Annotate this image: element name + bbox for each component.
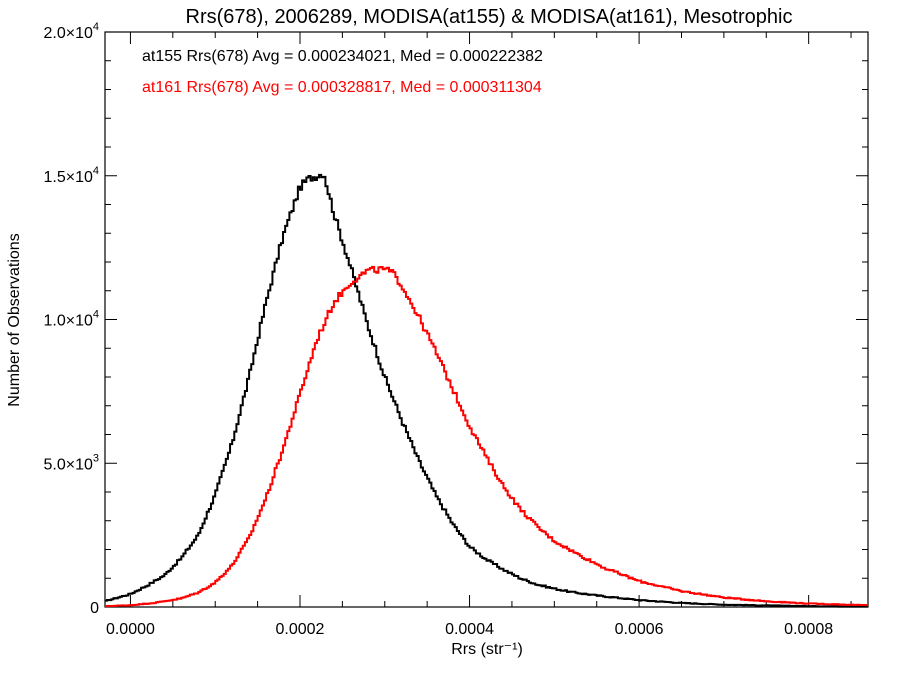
plot-frame <box>104 31 869 608</box>
series-at155-line <box>105 173 868 608</box>
y-tick-exponent: 4 <box>93 165 99 177</box>
x-axis-label: Rrs (str⁻¹) <box>451 641 523 658</box>
series-layer <box>105 173 868 608</box>
y-tick-label: 1.0×104 <box>43 309 99 330</box>
x-tick-label: 0.0008 <box>784 621 833 638</box>
x-axis: 0.0000 0.0002 0.0004 0.0006 0.0008 <box>106 32 852 638</box>
y-tick-mantissa: 1.5×10 <box>43 169 92 186</box>
x-tick-label: 0.0002 <box>276 621 325 638</box>
chart-title: Rrs(678), 2006289, MODISA(at155) & MODIS… <box>186 6 793 28</box>
y-tick-label: 2.0×104 <box>43 21 99 42</box>
y-tick-mantissa: 1.0×10 <box>43 313 92 330</box>
y-tick-mantissa: 5.0×10 <box>43 456 92 473</box>
y-tick-exponent: 3 <box>93 452 99 464</box>
x-tick-label: 0.0000 <box>106 621 155 638</box>
x-tick-label: 0.0004 <box>445 621 494 638</box>
legend-entry-at161: at161 Rrs(678) Avg = 0.000328817, Med = … <box>142 79 542 96</box>
x-tick-label: 0.0006 <box>615 621 664 638</box>
series-at161-line <box>105 265 868 608</box>
y-tick-mantissa: 0 <box>90 600 99 617</box>
y-tick-exponent: 4 <box>93 21 99 33</box>
y-axis-label: Number of Observations <box>6 233 23 406</box>
y-tick-exponent: 4 <box>93 309 99 321</box>
y-tick-label: 1.5×104 <box>43 165 99 186</box>
y-tick-mantissa: 2.0×10 <box>43 25 92 42</box>
y-tick-label: 5.0×103 <box>43 452 99 473</box>
y-tick-label: 0 <box>90 600 99 617</box>
legend-entry-at155: at155 Rrs(678) Avg = 0.000234021, Med = … <box>142 48 543 65</box>
